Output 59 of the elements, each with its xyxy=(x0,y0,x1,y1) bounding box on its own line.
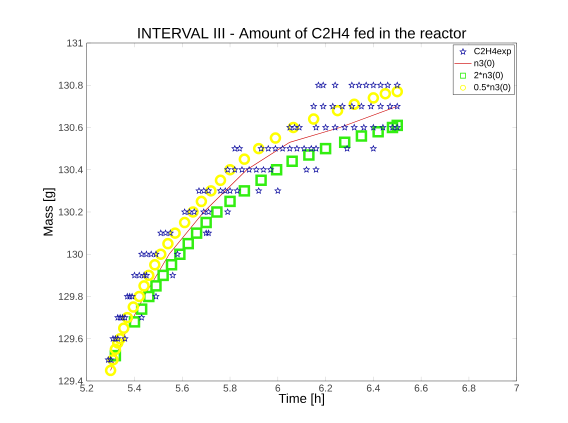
point xyxy=(182,238,194,250)
point xyxy=(308,113,320,125)
point xyxy=(118,322,130,334)
point xyxy=(166,259,178,271)
x-tick-label: 6 xyxy=(276,384,280,392)
point xyxy=(104,364,116,376)
y-tick-label: 130 xyxy=(67,250,83,258)
point xyxy=(110,344,122,356)
chart-title: INTERVAL III - Amount of C2H4 fed in the reactor xyxy=(138,27,466,38)
y-tick-label: 131 xyxy=(67,39,83,47)
point xyxy=(138,280,150,292)
x-tick-label: 5.8 xyxy=(223,384,237,392)
y-tick-label: 129.6 xyxy=(58,335,83,342)
x-tick-label: 6.8 xyxy=(462,384,476,392)
point xyxy=(380,88,392,100)
x-tick-label: 7 xyxy=(514,384,519,392)
x-tick-label: 5.4 xyxy=(128,384,142,392)
legend-label: 0.5*n3(0) xyxy=(474,84,510,92)
point xyxy=(178,216,190,228)
x-axis-title: Time [h] xyxy=(278,393,324,406)
point xyxy=(205,185,217,197)
point xyxy=(255,174,267,186)
legend-label: C2H4exp xyxy=(474,48,511,56)
point xyxy=(270,132,282,144)
y-tick-label: 129.8 xyxy=(58,292,83,300)
point xyxy=(157,270,169,282)
point xyxy=(190,227,202,239)
point xyxy=(338,136,350,148)
x-tick-label: 6.6 xyxy=(414,384,428,392)
point xyxy=(174,248,186,260)
y-tick-label: 130.2 xyxy=(58,208,83,216)
point xyxy=(149,259,161,271)
point xyxy=(224,196,236,208)
point xyxy=(356,130,368,142)
point xyxy=(320,142,332,154)
y-tick-label: 130.8 xyxy=(58,82,83,89)
point xyxy=(211,206,223,218)
point xyxy=(200,216,212,228)
x-tick-label: 6.4 xyxy=(366,384,380,392)
point xyxy=(368,92,380,104)
point xyxy=(238,153,250,165)
point xyxy=(238,185,250,197)
point xyxy=(162,238,174,250)
y-tick-label: 130.6 xyxy=(58,124,83,132)
y-axis-title: Mass [g] xyxy=(43,188,56,236)
y-tick-label: 130.4 xyxy=(58,166,83,174)
x-tick-label: 5.2 xyxy=(80,384,94,392)
legend-label: 2*n3(0) xyxy=(474,72,503,80)
x-tick-label: 6.2 xyxy=(319,384,332,392)
point xyxy=(196,196,208,208)
x-tick-label: 5.6 xyxy=(176,384,189,392)
point xyxy=(134,290,146,302)
point xyxy=(214,174,226,186)
point xyxy=(150,280,162,292)
y-tick-label: 129.4 xyxy=(58,377,83,385)
point xyxy=(128,301,140,313)
point xyxy=(386,122,398,134)
point xyxy=(286,156,298,168)
legend-label: n3(0) xyxy=(474,60,494,68)
